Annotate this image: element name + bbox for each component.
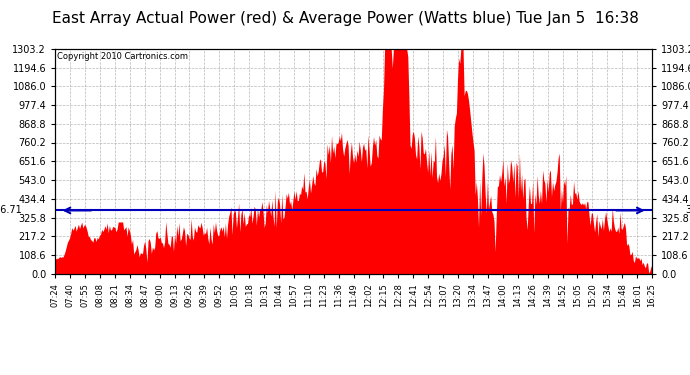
Text: 366.71: 366.71 [685, 206, 690, 215]
Text: East Array Actual Power (red) & Average Power (Watts blue) Tue Jan 5  16:38: East Array Actual Power (red) & Average … [52, 11, 638, 26]
Text: 366.71: 366.71 [0, 206, 22, 215]
Text: Copyright 2010 Cartronics.com: Copyright 2010 Cartronics.com [57, 52, 188, 61]
